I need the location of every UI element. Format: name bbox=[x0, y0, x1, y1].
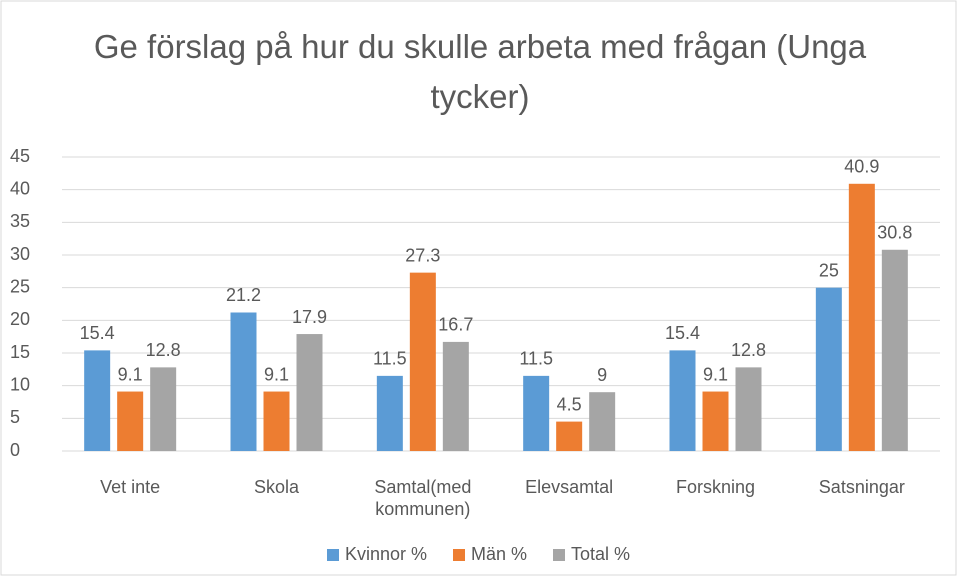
bar bbox=[150, 367, 177, 451]
bar bbox=[117, 391, 144, 451]
data-label: 11.5 bbox=[519, 349, 553, 369]
data-label: 11.5 bbox=[373, 349, 407, 369]
bar bbox=[84, 350, 111, 451]
bar bbox=[263, 391, 290, 451]
data-label: 27.3 bbox=[405, 245, 440, 265]
legend: Kvinnor % Män % Total % bbox=[0, 544, 957, 565]
y-tick-label: 5 bbox=[10, 407, 20, 427]
bar bbox=[523, 375, 550, 451]
bar bbox=[669, 350, 696, 451]
y-tick-label: 25 bbox=[10, 276, 30, 296]
data-label: 21.2 bbox=[226, 285, 261, 305]
data-label: 16.7 bbox=[438, 315, 473, 335]
data-label: 9.1 bbox=[118, 364, 143, 384]
bar bbox=[702, 391, 729, 451]
data-label: 12.8 bbox=[146, 340, 181, 360]
bar bbox=[442, 341, 469, 451]
data-label: 9.1 bbox=[703, 364, 728, 384]
legend-label: Total % bbox=[571, 544, 631, 564]
y-tick-label: 10 bbox=[10, 374, 30, 394]
bar bbox=[296, 334, 323, 451]
bar bbox=[589, 392, 616, 451]
y-tick-label: 0 bbox=[10, 440, 20, 460]
data-label: 25 bbox=[819, 260, 839, 280]
legend-label: Män % bbox=[470, 544, 528, 564]
title-box: Ge förslag på hur du skulle arbeta med f… bbox=[93, 28, 867, 115]
legend-item: Kvinnor % bbox=[326, 544, 427, 565]
y-tick-label: 15 bbox=[10, 342, 30, 362]
bar bbox=[376, 375, 403, 451]
x-tick-label: Skola bbox=[253, 477, 300, 497]
bar bbox=[735, 367, 762, 451]
bar bbox=[881, 249, 908, 451]
legend-swatch bbox=[553, 548, 566, 561]
legend-item: Män % bbox=[452, 544, 528, 565]
legend-label: Kvinnor % bbox=[344, 544, 427, 564]
data-label: 9.1 bbox=[264, 364, 289, 384]
x-tick-label: Forskning bbox=[675, 477, 756, 497]
x-tick-label: Satsningar bbox=[818, 477, 905, 497]
legend-swatch bbox=[452, 548, 465, 561]
data-label: 12.8 bbox=[731, 340, 766, 360]
data-label: 15.4 bbox=[80, 323, 115, 343]
y-tick-label: 20 bbox=[10, 309, 30, 329]
x-tick-label: Vet inte bbox=[100, 477, 161, 497]
chart-title: Ge förslag på hur du skulle arbeta med f… bbox=[93, 28, 867, 115]
legend-swatch bbox=[326, 548, 339, 561]
data-label: 4.5 bbox=[557, 394, 582, 414]
data-label: 15.4 bbox=[665, 323, 700, 343]
bar bbox=[848, 183, 875, 451]
y-tick-label: 35 bbox=[10, 211, 30, 231]
y-tick-label: 30 bbox=[10, 244, 30, 264]
legend-item: Total % bbox=[553, 544, 630, 565]
x-tick-label: Samtal(med kommunen) bbox=[374, 477, 472, 519]
bar bbox=[230, 312, 257, 451]
bar bbox=[815, 287, 842, 451]
data-label: 40.9 bbox=[844, 157, 879, 177]
data-label: 17.9 bbox=[292, 307, 327, 327]
y-tick-label: 40 bbox=[10, 178, 30, 198]
bar bbox=[409, 272, 436, 451]
x-tick-label: Elevsamtal bbox=[525, 477, 614, 497]
data-label: 9 bbox=[597, 365, 607, 385]
y-tick-label: 45 bbox=[10, 146, 30, 166]
data-label: 30.8 bbox=[877, 223, 912, 243]
bar bbox=[556, 421, 583, 451]
